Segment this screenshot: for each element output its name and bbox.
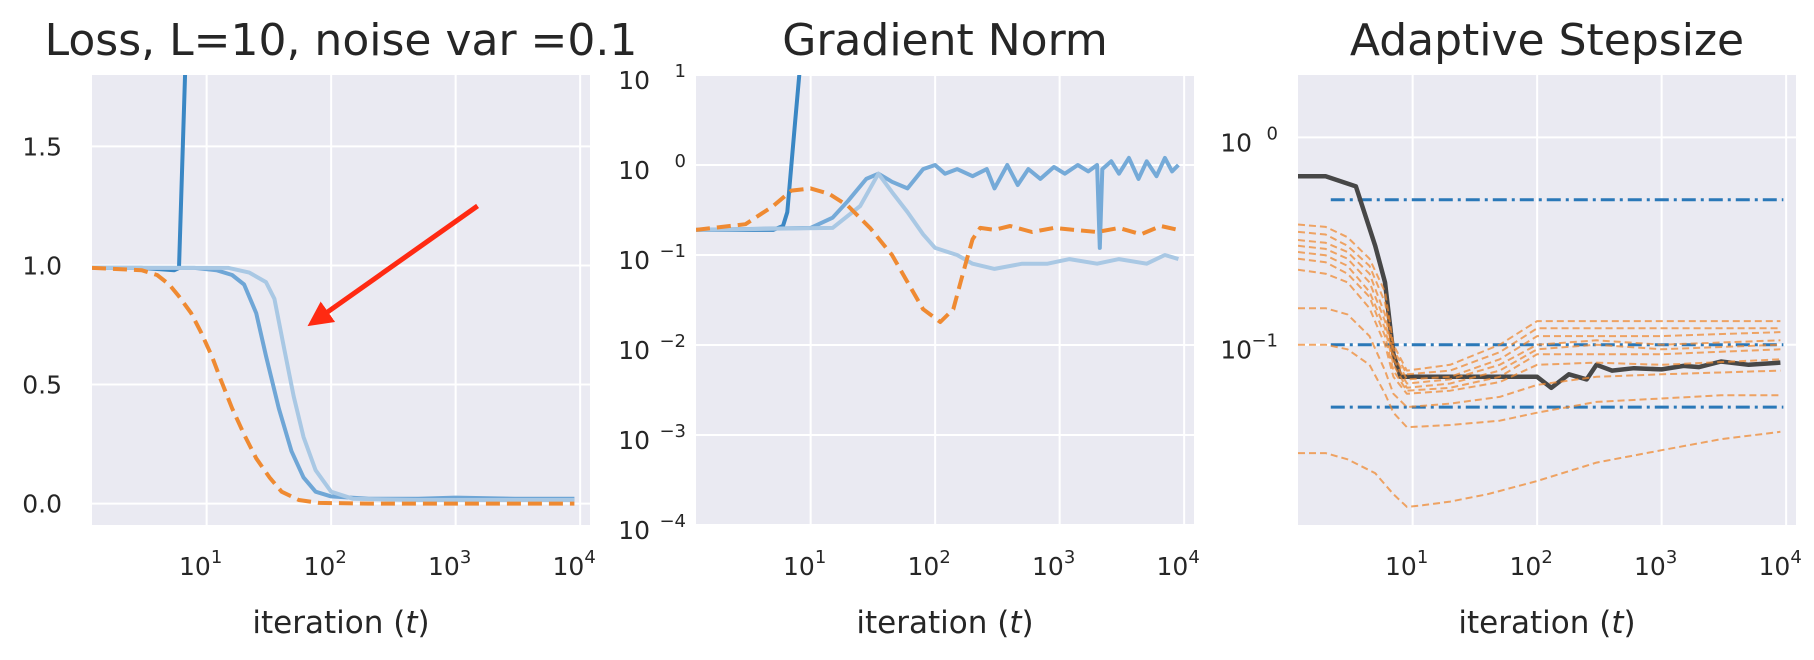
series-line	[1298, 223, 1781, 372]
x-tick-label: 101	[783, 547, 826, 581]
y-tick-label: 10−1	[618, 241, 686, 275]
chart-title-loss: Loss, L=10, noise var =0.1	[45, 15, 638, 66]
y-tick-label: 10 −3	[618, 421, 686, 455]
x-tick-label: 103	[1032, 547, 1075, 581]
series-line	[1298, 268, 1781, 395]
series-group-adaptive-stepsize	[1298, 173, 1784, 508]
x-tick-label: 101	[179, 547, 222, 581]
series-line	[1298, 251, 1781, 389]
x-tick-label: 102	[908, 547, 951, 581]
y-ticks-loss: 0.0 0.5 1.0 1.5	[22, 132, 62, 518]
x-tick-label: 104	[553, 547, 596, 581]
series-line	[696, 171, 1179, 271]
series-line	[1298, 173, 1781, 391]
x-tick-label: 104	[1157, 547, 1200, 581]
panel-loss: Loss, L=10, noise var =0.1 0.00.51.01.5 …	[22, 15, 637, 641]
chart-title-adaptive-stepsize: Adaptive Stepsize	[1350, 15, 1744, 66]
x-tick-label: 102	[304, 547, 347, 581]
grid-gradient-norm	[696, 74, 1194, 526]
series-line	[696, 155, 1180, 250]
y-tick-label: 10 −2	[618, 331, 686, 365]
series-group-loss	[92, 75, 575, 506]
annotation-arrow	[307, 203, 480, 327]
x-tick-label: 101	[1385, 547, 1428, 581]
y-tick-label: 1.5	[22, 132, 62, 161]
x-axis-label-loss: iteration (t)	[252, 605, 429, 641]
panel-adaptive-stepsize: Adaptive Stepsize 10−1 10 0 101 102 103 104 i…	[1220, 15, 1802, 641]
series-line	[92, 265, 575, 506]
y-tick-label: 10 0	[1220, 123, 1278, 157]
y-tick-label: 10 0	[618, 151, 686, 185]
x-ticks-gradient-norm: 101 102 103 104	[783, 547, 1200, 581]
x-ticks-loss: 101 102 103 104	[179, 547, 596, 581]
y-tick-label: 10−1	[1220, 331, 1278, 365]
y-tick-label: 1.0	[22, 251, 62, 280]
plot-background-gradient-norm	[696, 75, 1194, 525]
x-tick-label: 102	[1510, 547, 1553, 581]
series-line	[1298, 430, 1781, 508]
series-line	[696, 186, 1179, 324]
y-tick-label: 10 1	[618, 61, 686, 95]
x-axis-label-gradient-norm: iteration (t)	[856, 605, 1033, 641]
series-line	[1298, 343, 1781, 429]
x-tick-label: 104	[1759, 547, 1802, 581]
series-line	[1298, 307, 1781, 409]
series-line	[1298, 230, 1781, 376]
y-tick-label: 10 −4	[618, 511, 686, 545]
grid-loss	[92, 75, 590, 525]
x-tick-label: 103	[1634, 547, 1677, 581]
y-tick-label: 0.0	[22, 490, 62, 519]
x-tick-label: 103	[428, 547, 471, 581]
y-ticks-adaptive-stepsize: 10−1 10 0	[1220, 123, 1278, 364]
series-group-gradient-norm	[696, 75, 1180, 324]
y-tick-label: 0.5	[22, 371, 62, 400]
plot-background-adaptive-stepsize	[1298, 75, 1796, 525]
chart-title-gradient-norm: Gradient Norm	[782, 15, 1108, 66]
x-ticks-adaptive-stepsize: 101 102 103 104	[1385, 547, 1802, 581]
series-line	[1298, 244, 1781, 385]
x-axis-label-adaptive-stepsize: iteration (t)	[1458, 605, 1635, 641]
series-line	[92, 265, 575, 502]
